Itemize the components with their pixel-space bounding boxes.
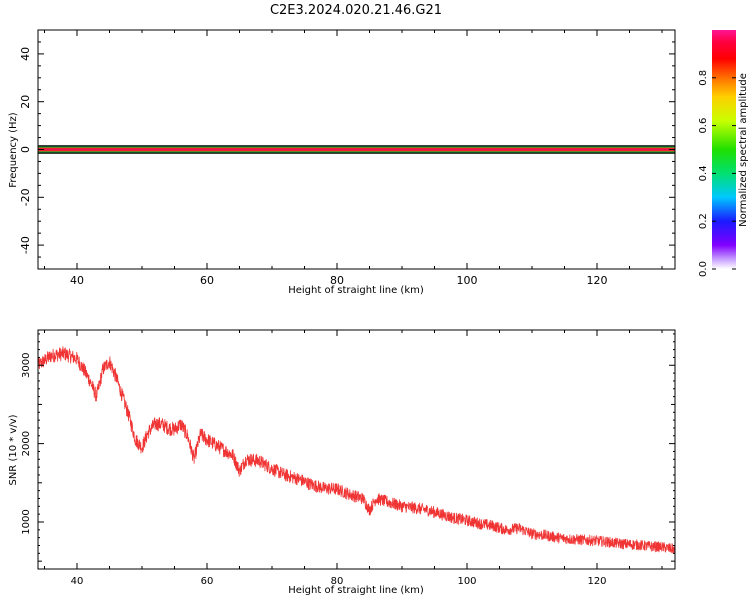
spectrogram-xtick-label: 80 <box>330 274 344 287</box>
spectrogram-xtick-label: 40 <box>70 274 84 287</box>
snr-ylabel: SNR (10 * v/v) <box>8 414 19 485</box>
signal-band-layer <box>38 148 675 151</box>
spectrogram-ytick-label: -40 <box>19 236 32 254</box>
colorbar-tick-label: 0.4 <box>698 165 709 181</box>
snr-panel: 40 60 80 100 120 1000 2000 3000 Height of stra… <box>8 329 676 596</box>
spectrogram-xtick-label: 60 <box>200 274 214 287</box>
spectrogram-ytick-label: 40 <box>19 47 32 61</box>
snr-ytick-label: 3000 <box>21 353 32 378</box>
spectrogram-ylabel: Frequency (Hz) <box>8 112 19 188</box>
spectrogram-y-ticks: -40 -20 0 20 40 <box>19 41 675 258</box>
spectrogram-ytick-label: -20 <box>19 188 32 206</box>
colorbar-ticks: 0.0 0.2 0.4 0.6 0.8 <box>698 70 736 277</box>
snr-y-ticks: 1000 2000 3000 <box>21 333 675 562</box>
spectrogram-xlabel: Height of straight line (km) <box>288 285 424 296</box>
colorbar-tick-label: 0.8 <box>698 70 709 86</box>
spectrogram-xtick-label: 120 <box>587 274 608 287</box>
snr-xtick-label: 120 <box>587 576 606 587</box>
spectrogram-xtick-label: 100 <box>457 274 478 287</box>
snr-xtick-label: 100 <box>457 576 476 587</box>
snr-xtick-label: 60 <box>201 576 214 587</box>
snr-xtick-label: 80 <box>331 576 344 587</box>
colorbar-label: Normalized spectral amplitude <box>738 73 749 227</box>
spectrogram-x-ticks: 40 60 80 100 120 <box>44 30 663 287</box>
colorbar: 0.0 0.2 0.4 0.6 0.8 Normalized spectral ampl… <box>698 30 749 277</box>
snr-xtick-label: 40 <box>71 576 84 587</box>
colorbar-gradient <box>712 30 736 269</box>
signal-band <box>38 145 675 154</box>
spectrogram-ytick-label: 20 <box>19 95 32 109</box>
colorbar-tick-label: 0.2 <box>698 213 709 229</box>
colorbar-tick-label: 0.6 <box>698 118 709 134</box>
snr-x-ticks: 40 60 80 100 120 <box>44 330 663 587</box>
snr-series-line <box>38 346 675 555</box>
snr-xlabel: Height of straight line (km) <box>288 585 424 596</box>
chart-title: C2E3.2024.020.21.46.G21 <box>270 3 442 18</box>
snr-frame <box>37 329 676 570</box>
spectrogram-ytick-label: 0 <box>19 146 32 153</box>
colorbar-tick-label: 0.0 <box>698 261 709 277</box>
spectrogram-panel: 40 60 80 100 120 -40 -20 0 20 40 Height of strai… <box>8 29 676 296</box>
snr-ytick-label: 2000 <box>21 431 32 456</box>
snr-ytick-label: 1000 <box>21 509 32 534</box>
